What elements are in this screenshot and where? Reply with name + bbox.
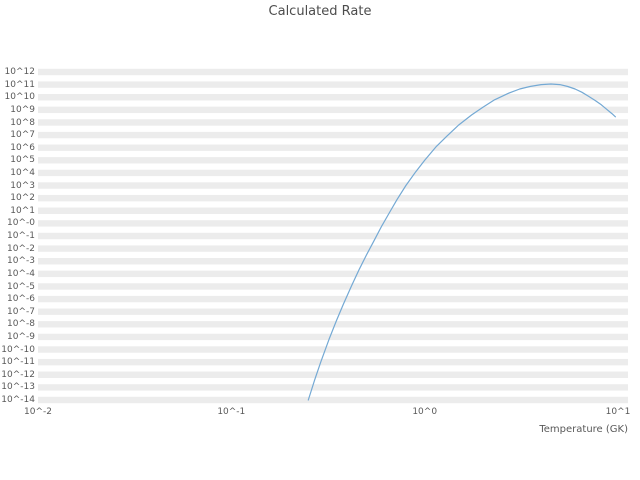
grid-stripe xyxy=(38,144,628,151)
y-tick-label: 10^3 xyxy=(10,180,35,191)
grid-stripe xyxy=(38,68,628,76)
rate-curve xyxy=(307,83,616,401)
x-tick-label: 10^1 xyxy=(605,407,631,417)
y-tick-label: 10^-3 xyxy=(7,256,35,267)
y-axis-ticks: 10^12 10^11 10^10 10^9 10^8 10^7 10^6 10^5 10^4 1… xyxy=(0,0,36,480)
y-tick-label: 10^-9 xyxy=(7,331,35,342)
y-tick-label: 10^4 xyxy=(10,167,35,178)
y-tick-label: 10^-6 xyxy=(7,294,35,305)
y-tick-label: 10^-5 xyxy=(7,281,35,292)
grid-stripe xyxy=(38,384,628,391)
y-tick-label: 10^-10 xyxy=(1,344,35,355)
grid-stripe xyxy=(38,270,628,278)
y-tick-label: 10^-11 xyxy=(1,357,35,368)
grid-stripe xyxy=(38,232,628,240)
y-tick-label: 10^10 xyxy=(4,92,35,103)
x-tick-label: 10^0 xyxy=(412,407,438,417)
grid-stripe xyxy=(38,157,628,164)
grid-stripe xyxy=(38,220,628,227)
y-tick-label: 10^7 xyxy=(10,130,35,141)
y-tick-label: 10^1 xyxy=(10,205,35,216)
y-tick-label: 10^11 xyxy=(4,79,35,90)
grid-stripe xyxy=(38,194,628,202)
grid-stripe xyxy=(38,106,628,114)
grid-stripe xyxy=(38,182,628,189)
y-tick-label: 10^-8 xyxy=(7,319,35,330)
grid-stripe xyxy=(38,258,628,265)
grid-stripe xyxy=(38,283,628,290)
grid-stripe xyxy=(38,245,628,252)
grid-stripe xyxy=(38,346,628,353)
y-tick-label: 10^-2 xyxy=(7,243,35,254)
grid-stripe xyxy=(38,119,628,126)
plot-area xyxy=(38,66,628,404)
grid-stripe xyxy=(38,396,628,404)
grid-stripe xyxy=(38,169,628,177)
grid-stripe xyxy=(38,321,628,328)
y-tick-label: 10^-12 xyxy=(1,369,35,380)
y-tick-label: 10^-7 xyxy=(7,306,35,317)
y-tick-label: 10^2 xyxy=(10,193,35,204)
grid-stripe xyxy=(38,358,628,366)
y-tick-label: 10^6 xyxy=(10,142,35,153)
grid-stripe xyxy=(38,94,628,101)
x-tick-label: 10^-1 xyxy=(217,407,246,417)
y-tick-label: 10^9 xyxy=(10,104,35,115)
y-tick-label: 10^-14 xyxy=(1,395,35,405)
grid-stripe xyxy=(38,371,628,378)
grid-stripe xyxy=(38,81,628,88)
y-tick-label: 10^5 xyxy=(10,155,35,166)
plot-svg xyxy=(38,68,628,404)
y-tick-label: 10^-13 xyxy=(1,382,35,393)
y-tick-label: 10^12 xyxy=(4,67,35,77)
x-axis-title: Temperature (GK) xyxy=(539,424,628,435)
y-tick-label: 10^-1 xyxy=(7,231,35,241)
y-tick-label: 10^-4 xyxy=(7,268,35,279)
grid-stripe xyxy=(38,308,628,315)
grid-stripe xyxy=(38,131,628,139)
chart-title: Calculated Rate xyxy=(268,4,372,19)
grid-stripe xyxy=(38,333,628,341)
y-tick-label: 10^-0 xyxy=(7,218,35,229)
grid-stripe xyxy=(38,295,628,303)
grid-stripe xyxy=(38,207,628,214)
y-tick-label: 10^8 xyxy=(10,117,35,128)
